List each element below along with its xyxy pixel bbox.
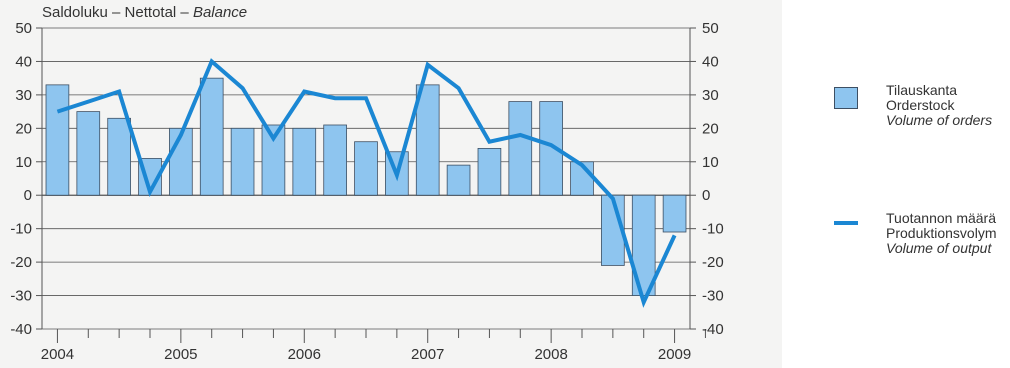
labels-layer: 50 50 40 40 30 30 20 20 10 10 0 0 -10 -10 -20 -20 -30 -30… [10, 20, 723, 363]
line-layer [56, 58, 677, 308]
bar [261, 124, 286, 196]
axes-layer [36, 27, 706, 343]
bar [107, 117, 131, 196]
ytick-label-right: 50 [702, 20, 719, 37]
ytick-label-right: 40 [702, 53, 719, 70]
ytick-label-left: 50 [15, 20, 32, 37]
legend-label-output-sv: Produktionsvolym [886, 225, 997, 241]
ytick-label-left: -20 [10, 254, 32, 271]
bar [354, 141, 378, 196]
bar [323, 124, 347, 196]
ytick-label-left: 20 [15, 120, 32, 137]
legend-label-output-en: Volume of output [886, 240, 992, 256]
ytick-label-right: 30 [702, 87, 719, 104]
ytick-label-left: 40 [15, 53, 32, 70]
bar [292, 127, 317, 196]
xtick-label: 2007 [411, 346, 444, 363]
ytick-label-right: 20 [702, 120, 719, 137]
ytick-label-right: -10 [702, 221, 724, 238]
xtick-label: 2004 [41, 346, 74, 363]
ytick-label-left: -10 [10, 221, 32, 238]
ytick-label-left: -30 [10, 288, 32, 305]
bar [45, 84, 70, 196]
xtick-label: 2008 [534, 346, 567, 363]
chart-svg: 50 50 40 40 30 30 20 20 10 10 0 0 -10 -10 -20 -20 -30 -30… [10, 4, 723, 363]
xtick-label: 2009 [658, 346, 691, 363]
ytick-label-left: -40 [10, 321, 32, 338]
legend-swatch-orders [834, 87, 858, 109]
legend: Tilauskanta Orderstock Volume of orders … [782, 0, 1010, 368]
chart-title: Saldoluku – Nettotal – Balance [42, 4, 247, 21]
bar [508, 101, 533, 196]
bar [415, 84, 440, 196]
legend-swatch-output [834, 221, 858, 225]
chart-panel: 50 50 40 40 30 30 20 20 10 10 0 0 -10 -10 -20 -20 -30 -30… [0, 0, 782, 368]
legend-label-orders-fi: Tilauskanta [886, 82, 958, 98]
legend-label-orders-sv: Orderstock [886, 97, 955, 113]
bar [446, 164, 471, 196]
ytick-label-right: 0 [702, 187, 710, 204]
bar [477, 147, 502, 196]
chart-title-italic: Balance [193, 4, 247, 21]
ytick-label-right: 10 [702, 154, 719, 171]
bar [76, 111, 101, 196]
bar [230, 127, 255, 196]
xtick-label: 2005 [164, 346, 197, 363]
chart-title-main: Saldoluku – Nettotal – [42, 4, 193, 21]
xtick-label: 2006 [288, 346, 321, 363]
legend-text-orders: Tilauskanta Orderstock Volume of orders [886, 83, 1010, 128]
ytick-label-right: -40 [702, 321, 724, 338]
bar [539, 101, 563, 196]
ytick-label-right: -20 [702, 254, 724, 271]
bar [662, 194, 687, 233]
bar [199, 77, 224, 196]
ytick-label-left: 0 [24, 187, 32, 204]
ytick-label-left: 10 [15, 154, 32, 171]
ytick-label-right: -30 [702, 288, 724, 305]
legend-text-output: Tuotannon määrä Produktionsvolym Volume … [886, 211, 1010, 256]
ytick-label-left: 30 [15, 87, 32, 104]
bars-layer [45, 77, 687, 296]
legend-label-output-fi: Tuotannon määrä [886, 210, 996, 226]
legend-label-orders-en: Volume of orders [886, 112, 993, 128]
output-line [56, 58, 677, 308]
